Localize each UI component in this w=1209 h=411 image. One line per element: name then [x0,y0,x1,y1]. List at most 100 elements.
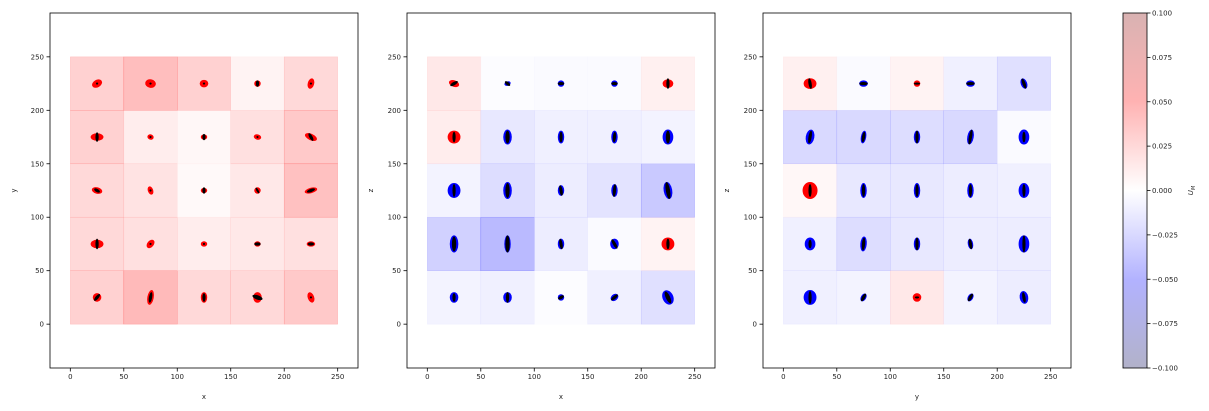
colorbar-tick-label: −0.075 [1152,320,1178,328]
x-tick-label: 100 [884,373,897,381]
y-tick-label: 200 [388,107,401,115]
colorbar-tick-label: 0.000 [1152,187,1172,195]
inner-ellipse [808,78,812,89]
y-tick-label: 0 [40,321,44,329]
inner-ellipse [505,235,510,253]
y-tick-label: 50 [35,267,44,275]
inner-ellipse [308,133,314,141]
inner-ellipse [202,82,206,85]
inner-ellipse [611,294,618,301]
x-tick-label: 50 [119,373,128,381]
inner-ellipse [966,81,975,86]
inner-ellipse [254,242,261,246]
inner-ellipse [1022,184,1026,197]
x-tick-label: 0 [781,373,785,381]
inner-ellipse [913,82,921,85]
x-tick-label: 50 [476,373,485,381]
inner-ellipse [915,184,919,197]
inner-ellipse [95,132,99,142]
inner-ellipse [505,130,510,144]
x-tick-label: 50 [832,373,841,381]
inner-ellipse [252,294,263,301]
y-tick-label: 100 [744,214,757,222]
inner-ellipse [808,130,812,144]
inner-ellipse [1022,131,1026,143]
y-tick-label: 50 [392,267,401,275]
inner-ellipse [306,188,316,193]
heat-cell [230,163,285,218]
inner-ellipse [307,242,315,246]
x-tick-label: 250 [1044,373,1057,381]
inner-ellipse [95,238,99,250]
y-tick-label: 150 [388,160,401,168]
y-axis-label: z [367,188,375,192]
y-tick-label: 0 [753,321,757,329]
inner-ellipse [256,135,259,139]
inner-ellipse [558,295,564,300]
inner-ellipse [808,239,812,249]
inner-ellipse [1022,235,1026,253]
colorbar-label-main: U [1187,190,1195,195]
axes-frame [49,12,359,369]
heat-cell [783,110,838,165]
inner-ellipse [149,82,152,85]
x-tick-label: 150 [937,373,950,381]
inner-ellipse [808,291,812,304]
inner-ellipse [309,82,313,85]
x-tick-label: 100 [528,373,541,381]
y-tick-label: 250 [744,53,757,61]
inner-ellipse [968,184,973,197]
x-axis-label: x [559,393,563,401]
colorbar-tick-label: 0.075 [1152,54,1172,62]
colorbar-tick-label: −0.025 [1152,231,1178,239]
y-tick-label: 100 [388,214,401,222]
y-tick-label: 50 [748,267,757,275]
x-tick-label: 0 [425,373,429,381]
inner-ellipse [860,293,867,302]
inner-ellipse [149,135,152,139]
inner-ellipse [665,130,671,144]
inner-ellipse [612,131,617,143]
inner-ellipse [202,242,206,246]
inner-ellipse [559,185,563,196]
y-tick-label: 200 [744,107,757,115]
heat-cell [836,163,891,218]
y-tick-label: 250 [31,53,44,61]
inner-ellipse [612,184,617,197]
colorbar-tick-label: 0.025 [1152,143,1172,151]
inner-ellipse [149,242,152,246]
inner-ellipse [95,82,99,85]
inner-ellipse [861,184,866,197]
inner-ellipse [505,292,510,303]
heat-cell [123,56,178,111]
inner-ellipse [559,238,563,250]
colorbar-tick-label: −0.050 [1152,276,1178,284]
inner-ellipse [859,81,868,86]
colorbar-label-sub: M [1191,185,1197,190]
inner-ellipse [148,292,153,303]
inner-ellipse [309,296,313,299]
inner-ellipse [915,130,919,144]
inner-ellipse [202,187,206,194]
inner-ellipse [611,81,618,86]
inner-ellipse [255,80,260,87]
y-axis-label: y [10,188,18,192]
x-tick-label: 200 [278,373,291,381]
inner-ellipse [255,187,260,194]
y-tick-label: 250 [388,53,401,61]
inner-ellipse [505,183,510,198]
inner-ellipse [915,237,919,251]
inner-ellipse [808,184,812,197]
inner-ellipse [451,236,457,252]
inner-ellipse [861,131,866,143]
heat-cell [640,216,695,271]
x-tick-label: 250 [331,373,344,381]
inner-ellipse [504,81,511,86]
inner-ellipse [94,188,100,193]
x-tick-label: 0 [68,373,72,381]
inner-ellipse [557,81,565,86]
inner-ellipse [1022,292,1026,303]
inner-ellipse [861,237,866,251]
axes-frame [762,12,1072,369]
